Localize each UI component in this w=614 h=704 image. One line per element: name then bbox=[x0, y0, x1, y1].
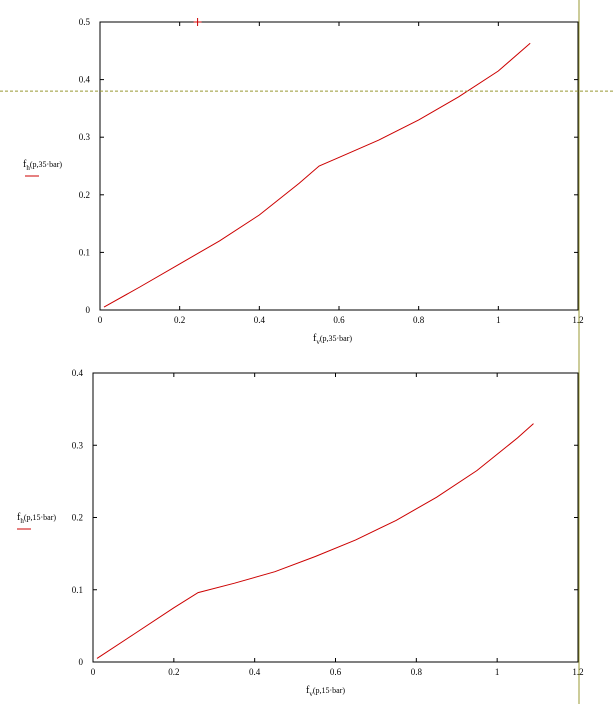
chart2-y-tick-label: 0.3 bbox=[72, 440, 84, 450]
chart1-series bbox=[0, 18, 614, 308]
chart2-x-tick-label: 0.2 bbox=[168, 667, 179, 677]
chart1-x-ticks: 0 0.2 0.4 0.6 0.8 1 1.2 bbox=[98, 22, 584, 325]
chart2-x-tick-label: 0.6 bbox=[330, 667, 342, 677]
chart1-series-line bbox=[103, 42, 531, 308]
chart1-y-tick-label: 0.5 bbox=[79, 17, 91, 27]
chart2-x-tick-label: 0.4 bbox=[249, 667, 261, 677]
chart1-x-tick-label: 0.4 bbox=[254, 315, 266, 325]
chart1-x-tick-label: 0 bbox=[98, 315, 103, 325]
chart2-xlabel: fv(p,15·bar) bbox=[306, 685, 345, 698]
chart2-x-tick-label: 0 bbox=[91, 667, 96, 677]
chart2-series-line bbox=[96, 423, 534, 659]
chart2-x-tick-label: 1 bbox=[495, 667, 500, 677]
chart2-y-tick-label: 0.2 bbox=[72, 513, 83, 523]
chart2-y-ticks: 0 0.1 0.2 0.3 0.4 bbox=[72, 368, 578, 667]
chart2-x-ticks: 0 0.2 0.4 0.6 0.8 1 1.2 bbox=[91, 373, 584, 677]
chart2-plot-frame bbox=[92, 372, 579, 663]
chart2-series bbox=[96, 423, 534, 659]
chart1-x-tick-label: 1.2 bbox=[572, 315, 583, 325]
chart1-y-tick-label: 0.4 bbox=[79, 75, 91, 85]
chart2-y-tick-label: 0.4 bbox=[72, 368, 84, 378]
chart1-x-tick-label: 0.8 bbox=[413, 315, 425, 325]
chart1-x-tick-label: 0.2 bbox=[174, 315, 185, 325]
chart1-y-tick-label: 0 bbox=[86, 305, 91, 315]
chart1-y-tick-label: 0.1 bbox=[79, 247, 90, 257]
chart2-y-tick-label: 0 bbox=[79, 657, 84, 667]
chart1-y-ticks: 0 0.1 0.2 0.3 0.4 0.5 bbox=[79, 17, 578, 315]
chart2-y-tick-label: 0.1 bbox=[72, 585, 83, 595]
chart1-xlabel: fv(p,35·bar) bbox=[313, 333, 352, 346]
chart1-x-tick-label: 0.6 bbox=[333, 315, 345, 325]
chart1-x-tick-label: 1 bbox=[496, 315, 501, 325]
chart1-y-tick-label: 0.3 bbox=[79, 132, 91, 142]
chart1-plot-frame bbox=[99, 21, 579, 311]
chart1-y-tick-label: 0.2 bbox=[79, 190, 90, 200]
chart2-x-tick-label: 1.2 bbox=[572, 667, 583, 677]
chart1-ylabel: fh(p,35·bar) bbox=[23, 159, 62, 172]
chart2-x-tick-label: 0.8 bbox=[411, 667, 423, 677]
chart2-ylabel: fh(p,15·bar) bbox=[17, 512, 56, 525]
